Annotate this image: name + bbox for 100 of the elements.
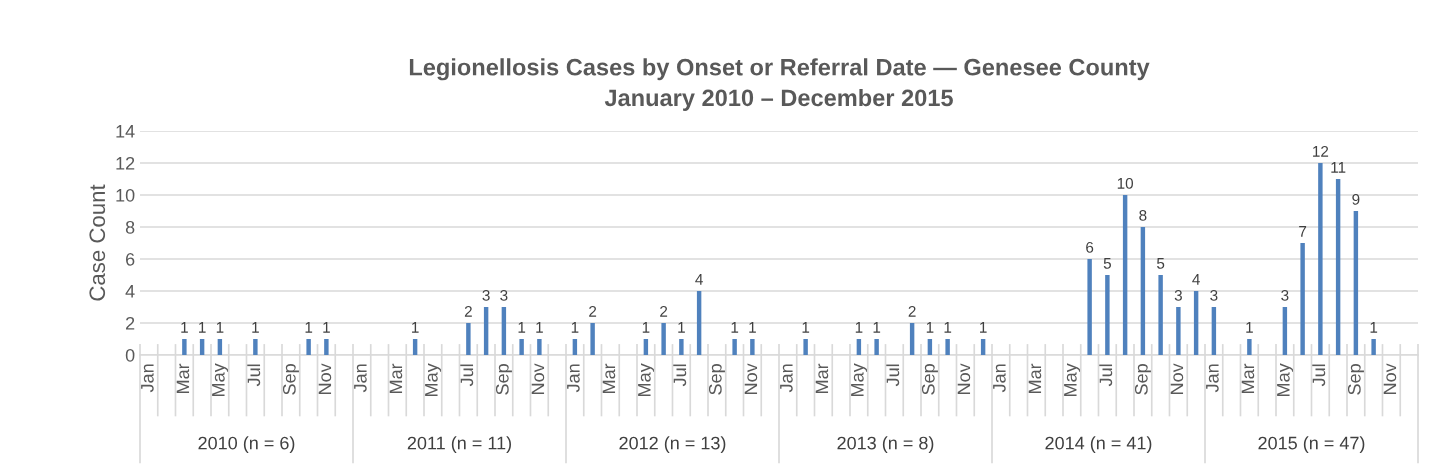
- bar: [679, 339, 684, 355]
- x-tick-label: Jul: [246, 364, 261, 387]
- data-label: 1: [926, 322, 934, 333]
- data-label: 5: [1156, 258, 1165, 269]
- data-label: 1: [855, 322, 863, 333]
- data-label: 1: [642, 322, 650, 333]
- data-label: 1: [1370, 322, 1378, 333]
- bar: [1140, 227, 1146, 355]
- bar: [1335, 179, 1341, 355]
- data-label: 3: [1210, 289, 1218, 301]
- x-tick-label: Sep: [495, 364, 513, 395]
- data-label: 1: [323, 322, 330, 333]
- bar: [1105, 275, 1110, 355]
- y-tick-label: 6: [126, 252, 135, 266]
- bar: [483, 307, 489, 355]
- bar: [1158, 275, 1163, 355]
- data-label: 1: [873, 322, 881, 333]
- x-tick-label: Nov: [744, 363, 758, 394]
- bar: [803, 339, 808, 355]
- data-label: 1: [181, 322, 188, 333]
- x-tick-label: Mar: [1028, 363, 1042, 393]
- bar: [1193, 291, 1199, 355]
- data-label: 6: [1086, 241, 1094, 253]
- bar: [590, 323, 595, 355]
- data-label: 1: [1246, 322, 1253, 333]
- bar: [1371, 339, 1376, 355]
- x-tick-label: Mar: [389, 363, 403, 393]
- text: 2012 (n = 13): [619, 436, 726, 454]
- x-tick-label: Jan: [780, 364, 793, 393]
- bar: [661, 323, 666, 355]
- data-label: 1: [571, 322, 579, 333]
- y-tick-label: 14: [116, 125, 135, 138]
- data-label: 1: [536, 322, 543, 333]
- y-tick-label: 0: [125, 348, 135, 362]
- data-label: 10: [1117, 177, 1134, 189]
- bar: [874, 339, 879, 355]
- x-tick-label: Mar: [1241, 363, 1255, 393]
- y-tick-label: 2: [126, 316, 135, 330]
- bar: [182, 339, 187, 355]
- bar: [466, 323, 471, 355]
- data-label: 2: [464, 305, 472, 317]
- x-tick-label: Mar: [815, 363, 829, 393]
- bar: [1122, 195, 1128, 355]
- bar: [750, 339, 755, 355]
- text: 2010 (n = 6): [198, 436, 295, 454]
- bar: [1247, 339, 1252, 355]
- data-label: 4: [1192, 274, 1200, 285]
- bar: [927, 339, 933, 355]
- data-label: 8: [1139, 209, 1147, 221]
- data-label: 1: [731, 322, 739, 333]
- text: 2011 (n = 11): [407, 436, 512, 454]
- bar: [253, 339, 258, 355]
- data-label: 1: [305, 322, 313, 333]
- y-tick-label: 4: [125, 285, 135, 298]
- data-label: 1: [216, 322, 224, 333]
- x-tick-label: Jul: [459, 364, 474, 387]
- bar: [856, 339, 862, 355]
- x-tick-label: Jan: [567, 364, 580, 393]
- x-tick-label: Sep: [1134, 364, 1152, 395]
- bar: [980, 339, 986, 355]
- data-label: 7: [1299, 226, 1307, 237]
- x-tick-label: Jan: [993, 364, 1006, 393]
- x-tick-label: Jan: [354, 364, 367, 393]
- x-tick-label: Nov: [1170, 363, 1184, 394]
- x-tick-label: Sep: [921, 364, 939, 395]
- y-tick-label: 8: [125, 220, 135, 234]
- data-label: 3: [482, 289, 490, 301]
- x-tick-label: May: [212, 363, 229, 396]
- x-tick-label: Sep: [708, 364, 726, 395]
- x-tick-label: May: [1064, 363, 1081, 396]
- bar: [572, 339, 578, 355]
- x-tick-label: Jul: [1098, 364, 1113, 387]
- bar: [217, 339, 223, 355]
- bar: [501, 307, 507, 355]
- x-tick-label: Nov: [318, 363, 332, 394]
- bar: [1353, 211, 1359, 355]
- bar: [199, 339, 205, 355]
- data-label: 1: [412, 322, 419, 333]
- data-label: 2: [908, 305, 916, 317]
- x-tick-label: Nov: [531, 363, 545, 394]
- y-tick-label: 12: [116, 156, 135, 170]
- data-label: 1: [944, 322, 952, 333]
- bar: [1087, 259, 1092, 355]
- x-tick-label: Nov: [957, 363, 971, 394]
- x-tick-label: Sep: [282, 364, 300, 395]
- data-label: 5: [1103, 258, 1111, 269]
- data-label: 1: [518, 322, 526, 333]
- data-label: 11: [1331, 162, 1346, 173]
- text: 2013 (n = 8): [837, 436, 934, 454]
- x-tick-label: May: [425, 363, 442, 396]
- x-tick-label: May: [638, 363, 655, 396]
- data-label: 2: [589, 305, 597, 317]
- data-label: 3: [1281, 289, 1289, 301]
- x-tick-label: May: [1277, 363, 1294, 396]
- x-tick-label: Jul: [1311, 364, 1326, 387]
- x-tick-label: Jan: [141, 364, 154, 393]
- bar: [643, 339, 649, 355]
- data-label: 1: [252, 322, 259, 333]
- x-tick-label: May: [851, 363, 868, 396]
- bar: [696, 291, 702, 355]
